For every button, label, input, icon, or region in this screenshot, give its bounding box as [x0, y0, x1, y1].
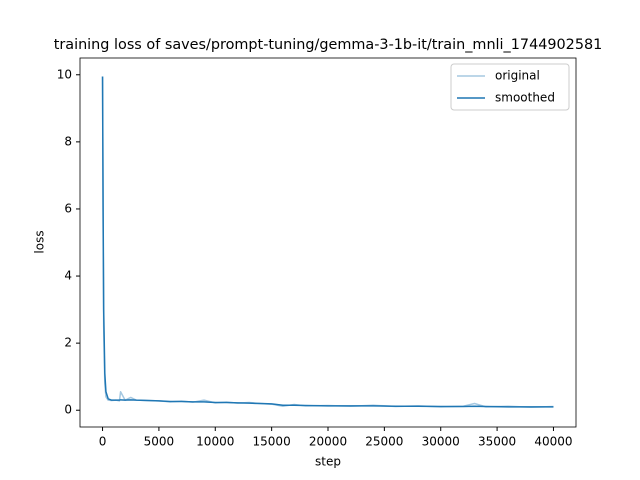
y-tick-label: 4: [64, 269, 72, 283]
x-tick-label: 25000: [365, 435, 403, 449]
x-tick-label: 40000: [534, 435, 572, 449]
y-tick-label: 6: [64, 201, 72, 215]
y-axis-label: loss: [33, 230, 47, 253]
x-tick-label: 0: [99, 435, 107, 449]
line-series: [101, 76, 554, 408]
axes-frame: [79, 57, 577, 428]
y-tick-label: 10: [57, 67, 72, 81]
x-tick-label: 15000: [253, 435, 291, 449]
x-tick-label: 10000: [196, 435, 234, 449]
x-axis-label: step: [315, 455, 341, 469]
x-tick-label: 20000: [309, 435, 347, 449]
x-tick-label: 30000: [422, 435, 460, 449]
x-tick-label: 5000: [144, 435, 175, 449]
y-tick-label: 0: [64, 403, 72, 417]
y-tick-label: 8: [64, 134, 72, 148]
chart-title: training loss of saves/prompt-tuning/gem…: [54, 37, 603, 53]
x-tick-label: 35000: [478, 435, 516, 449]
legend-label: original: [495, 69, 540, 83]
legend-label: smoothed: [495, 91, 555, 105]
y-tick-label: 2: [64, 336, 72, 350]
